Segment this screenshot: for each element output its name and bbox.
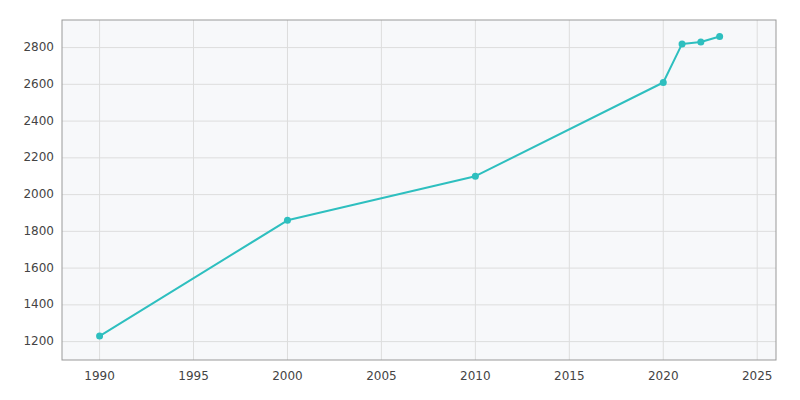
y-grid-line <box>62 194 776 195</box>
x-grid-line <box>475 20 476 360</box>
y-tick-label: 2200 <box>23 150 54 164</box>
y-grid-line <box>62 84 776 85</box>
y-tick-label: 2800 <box>23 40 54 54</box>
y-grid-line <box>62 231 776 232</box>
point <box>716 33 723 40</box>
y-grid-line <box>62 268 776 269</box>
point <box>660 79 667 86</box>
x-tick-label: 2000 <box>272 369 303 383</box>
y-tick-label: 1600 <box>23 261 54 275</box>
plot-frame <box>62 20 776 360</box>
x-grid-line <box>287 20 288 360</box>
x-tick-label: 1995 <box>178 369 209 383</box>
y-tick-label: 2600 <box>23 77 54 91</box>
point <box>96 333 103 340</box>
chart-container: 1200 1400 1600 1800 2000 2200 2400 2600 2800 1990… <box>0 0 800 400</box>
point <box>284 217 291 224</box>
y-tick-label: 1800 <box>23 224 54 238</box>
grid <box>62 20 776 360</box>
series <box>96 33 723 340</box>
x-grid-line <box>663 20 664 360</box>
x-grid-line <box>757 20 758 360</box>
y-tick-label: 2000 <box>23 187 54 201</box>
x-grid-line <box>193 20 194 360</box>
x-tick-label: 2010 <box>460 369 491 383</box>
x-tick-label: 2015 <box>554 369 585 383</box>
y-tick-label: 1200 <box>23 334 54 348</box>
x-grid-line <box>569 20 570 360</box>
x-tick-label: 2005 <box>366 369 397 383</box>
x-grid-line <box>99 20 100 360</box>
point <box>472 173 479 180</box>
y-grid-line <box>62 157 776 158</box>
point <box>679 40 686 47</box>
y-grid-line <box>62 304 776 305</box>
y-tick-label: 2400 <box>23 114 54 128</box>
y-tick-label: 1400 <box>23 297 54 311</box>
tick-labels: 1200 1400 1600 1800 2000 2200 2400 2600 2800 1990… <box>23 40 772 383</box>
chart-svg: 1200 1400 1600 1800 2000 2200 2400 2600 2800 1990… <box>0 0 800 400</box>
y-grid-line <box>62 47 776 48</box>
y-grid-line <box>62 121 776 122</box>
x-tick-label: 2020 <box>648 369 679 383</box>
x-tick-label: 2025 <box>742 369 773 383</box>
plot-background <box>62 20 776 360</box>
line <box>100 37 720 337</box>
point <box>697 39 704 46</box>
x-tick-label: 1990 <box>84 369 115 383</box>
y-grid-line <box>62 341 776 342</box>
x-grid-line <box>381 20 382 360</box>
